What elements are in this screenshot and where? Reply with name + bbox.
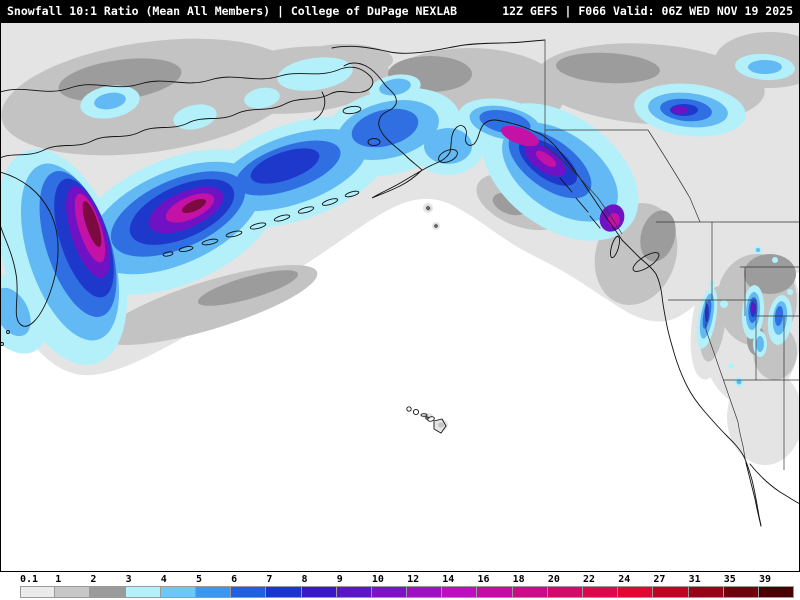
legend-stop-swatch <box>442 586 478 598</box>
legend-stop-label: 2 <box>90 574 97 585</box>
legend-stop-label: 3 <box>125 574 132 585</box>
legend-stop-label: 35 <box>723 574 736 585</box>
legend-stop-swatch <box>653 586 689 598</box>
legend-stop: 14 <box>442 574 478 598</box>
legend-stop-label: 0.1 <box>20 574 39 585</box>
political-borders <box>544 40 800 470</box>
legend-stop: 31 <box>688 574 724 598</box>
legend-stop-label: 16 <box>477 574 490 585</box>
legend-stop-label: 4 <box>160 574 167 585</box>
legend-stop-label: 9 <box>336 574 343 585</box>
legend-stop-swatch <box>512 586 548 598</box>
legend-stop-swatch <box>301 586 337 598</box>
legend-stop: 27 <box>653 574 689 598</box>
legend-stop: 22 <box>583 574 619 598</box>
title-bar: Snowfall 10:1 Ratio (Mean All Members) |… <box>0 0 800 22</box>
legend-stop-label: 27 <box>653 574 666 585</box>
legend-stop-swatch <box>266 586 302 598</box>
legend-stop-label: 14 <box>442 574 455 585</box>
legend-stop-swatch <box>160 586 196 598</box>
model-run-info: 12Z GEFS | F066 Valid: 06Z WED NOV 19 20… <box>502 4 793 18</box>
legend-stop-label: 39 <box>758 574 771 585</box>
legend-stop-swatch <box>55 586 91 598</box>
legend-stop: 7 <box>266 574 302 598</box>
snowband-dark-core <box>82 199 207 247</box>
legend-stop: 6 <box>231 574 267 598</box>
legend-stop-label: 1 <box>55 574 62 585</box>
legend-stop: 4 <box>160 574 196 598</box>
legend-stop-swatch <box>231 586 267 598</box>
legend-stop: 0.1 <box>20 574 56 598</box>
legend-stop: 8 <box>301 574 337 598</box>
forecast-map <box>0 22 800 572</box>
legend-stop-swatch <box>195 586 232 598</box>
legend-stop-swatch <box>583 586 619 598</box>
legend-stop-swatch <box>688 586 724 598</box>
legend-stop-label: 6 <box>231 574 238 585</box>
legend-stop-label: 18 <box>512 574 525 585</box>
legend-stop-swatch <box>547 586 583 598</box>
legend-stop: 18 <box>512 574 548 598</box>
legend-stop-label: 5 <box>195 574 202 585</box>
legend-stop: 16 <box>477 574 513 598</box>
legend-stop: 20 <box>547 574 583 598</box>
legend-stop: 1 <box>55 574 91 598</box>
legend-stop-label: 20 <box>547 574 560 585</box>
legend-stop: 10 <box>371 574 408 598</box>
legend-stop-swatch <box>407 586 443 598</box>
legend-stop-swatch <box>336 586 372 598</box>
legend-stop: 35 <box>723 574 759 598</box>
legend-stop: 12 <box>407 574 443 598</box>
legend-stop: 3 <box>125 574 161 598</box>
colorbar: 0.1 1 2 3 4 5 6 7 8 9 10 12 14 16 18 20 22 24 27 31 35 39 <box>0 572 800 600</box>
legend-stop-label: 31 <box>688 574 701 585</box>
legend-stop-label: 8 <box>301 574 308 585</box>
legend-stop-swatch <box>125 586 161 598</box>
legend-stop: 24 <box>618 574 654 598</box>
legend-stop-label: 12 <box>407 574 420 585</box>
legend-stop-swatch <box>618 586 654 598</box>
legend-stop: 9 <box>336 574 372 598</box>
legend-stop-label: 7 <box>266 574 273 585</box>
legend-stop-swatch <box>723 586 759 598</box>
legend-stop-label: 24 <box>618 574 631 585</box>
map-area <box>0 22 800 572</box>
legend-stop: 2 <box>90 574 126 598</box>
legend-stop-swatch <box>371 586 408 598</box>
legend-stop: 39 <box>758 574 795 598</box>
legend-stop-swatch <box>758 586 795 598</box>
legend-stop-swatch <box>90 586 126 598</box>
legend-stop-label: 10 <box>371 574 384 585</box>
product-title: Snowfall 10:1 Ratio (Mean All Members) |… <box>7 4 458 18</box>
legend-stop-swatch <box>477 586 513 598</box>
legend-stop-swatch <box>20 586 56 598</box>
legend-stop: 5 <box>195 574 232 598</box>
legend-stop-label: 22 <box>583 574 596 585</box>
